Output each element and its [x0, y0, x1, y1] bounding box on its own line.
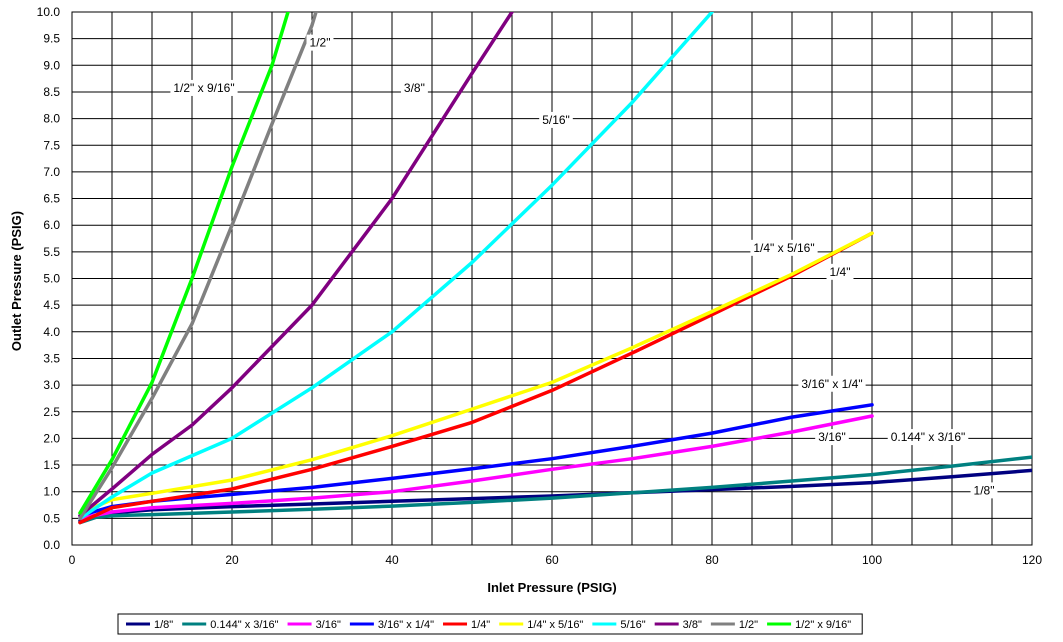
series-label-bg — [798, 375, 866, 392]
legend-label-1-8in: 1/8" — [154, 619, 173, 631]
series-label-bg — [826, 263, 854, 280]
legend-box — [117, 613, 863, 635]
series-label-0-144in-x-3-16in: 0.144" x 3/16" — [891, 430, 966, 444]
series-label-3-8in: 3/8" — [404, 81, 425, 95]
x-tick-label: 40 — [385, 553, 399, 567]
series-label-3-16in-x-1-4in: 3/16" x 1/4" — [801, 377, 862, 391]
series-line-1-2in — [78, 12, 318, 521]
series-label-1-2in: 1/2" — [310, 36, 331, 50]
x-tick-label: 120 — [1022, 553, 1042, 567]
series-line-0-144in-x-3-16in — [78, 455, 1032, 525]
series-label-bg — [887, 429, 969, 446]
y-tick-label: 10.0 — [37, 5, 61, 19]
legend-label-0-144in-x-3-16in: 0.144" x 3/16" — [210, 619, 278, 631]
y-tick-label: 4.0 — [43, 325, 60, 339]
series-label-1-4in-x-5-16in: 1/4" x 5/16" — [753, 241, 814, 255]
grid — [71, 11, 1033, 546]
x-tick-label: 100 — [862, 553, 882, 567]
y-tick-label: 8.0 — [43, 112, 60, 126]
series-lines — [78, 12, 1032, 525]
y-tick-label: 7.5 — [43, 138, 60, 152]
y-tick-label: 0.5 — [43, 511, 60, 525]
y-tick-label: 9.0 — [43, 58, 60, 72]
y-tick-label: 0.0 — [43, 538, 60, 552]
series-label-1-2in-x-9-16in: 1/2" x 9/16" — [173, 81, 234, 95]
y-tick-label: 1.5 — [43, 458, 60, 472]
series-label-1-4in: 1/4" — [830, 265, 851, 279]
series-label-bg — [539, 111, 573, 128]
y-tick-label: 5.5 — [43, 245, 60, 259]
series-line-1-4in-x-5-16in — [78, 231, 874, 515]
legend-label-1-2in: 1/2" — [739, 619, 758, 631]
y-tick-label: 6.0 — [43, 218, 60, 232]
series-label-bg — [170, 79, 238, 96]
series-label-bg — [306, 34, 334, 51]
series-line-3-8in — [78, 12, 514, 518]
legend-label-5-16in: 5/16" — [620, 619, 645, 631]
legend-label-3-16in: 3/16" — [316, 619, 341, 631]
series-line-1-2in-x-9-16in — [78, 12, 290, 515]
x-axis-title: Inlet Pressure (PSIG) — [487, 580, 616, 595]
series-labels: 1/8" 0.144" x 3/16" 3/16" 3/16" x 1/4" 1/4" 1… — [170, 34, 998, 499]
series-label-bg — [400, 79, 428, 96]
series-label-bg — [750, 239, 818, 256]
y-tick-label: 3.5 — [43, 351, 60, 365]
y-tick-label: 4.5 — [43, 298, 60, 312]
series-line-1-4in — [78, 231, 874, 525]
y-axis-title: Outlet Pressure (PSIG) — [9, 211, 24, 351]
legend: 1/8" 0.144" x 3/16" 3/16" 3/16" x 1/4" 1/4" 1… — [117, 613, 863, 635]
series-label-bg — [970, 482, 998, 499]
series-label-5-16in: 5/16" — [542, 113, 570, 127]
tick-labels: 0 20 40 60 80 100 120 0.0 0.5 1.0 1.5 2.0 2.5 3.0 3.5 4… — [37, 5, 1043, 567]
legend-label-1-4in: 1/4" — [471, 619, 490, 631]
series-label-bg — [815, 429, 849, 446]
y-tick-label: 6.5 — [43, 192, 60, 206]
y-tick-label: 8.5 — [43, 85, 60, 99]
y-tick-label: 5.0 — [43, 272, 60, 286]
x-tick-label: 80 — [705, 553, 719, 567]
series-line-5-16in — [78, 12, 714, 521]
x-tick-label: 20 — [225, 553, 239, 567]
x-tick-label: 60 — [545, 553, 559, 567]
legend-label-3-16in-x-1-4in: 3/16" x 1/4" — [378, 619, 434, 631]
series-label-3-16in: 3/16" — [818, 430, 846, 444]
legend-label-1-2in-x-9-16in: 1/2" x 9/16" — [795, 619, 851, 631]
y-tick-label: 2.0 — [43, 431, 60, 445]
series-label-1-8in: 1/8" — [974, 483, 995, 497]
legend-label-1-4in-x-5-16in: 1/4" x 5/16" — [527, 619, 583, 631]
y-tick-label: 9.5 — [43, 32, 60, 46]
y-tick-label: 2.5 — [43, 405, 60, 419]
series-line-3-16in — [78, 414, 874, 521]
y-tick-label: 7.0 — [43, 165, 60, 179]
y-tick-label: 1.0 — [43, 485, 60, 499]
x-tick-label: 0 — [69, 553, 76, 567]
y-tick-label: 3.0 — [43, 378, 60, 392]
legend-label-3-8in: 3/8" — [683, 619, 702, 631]
